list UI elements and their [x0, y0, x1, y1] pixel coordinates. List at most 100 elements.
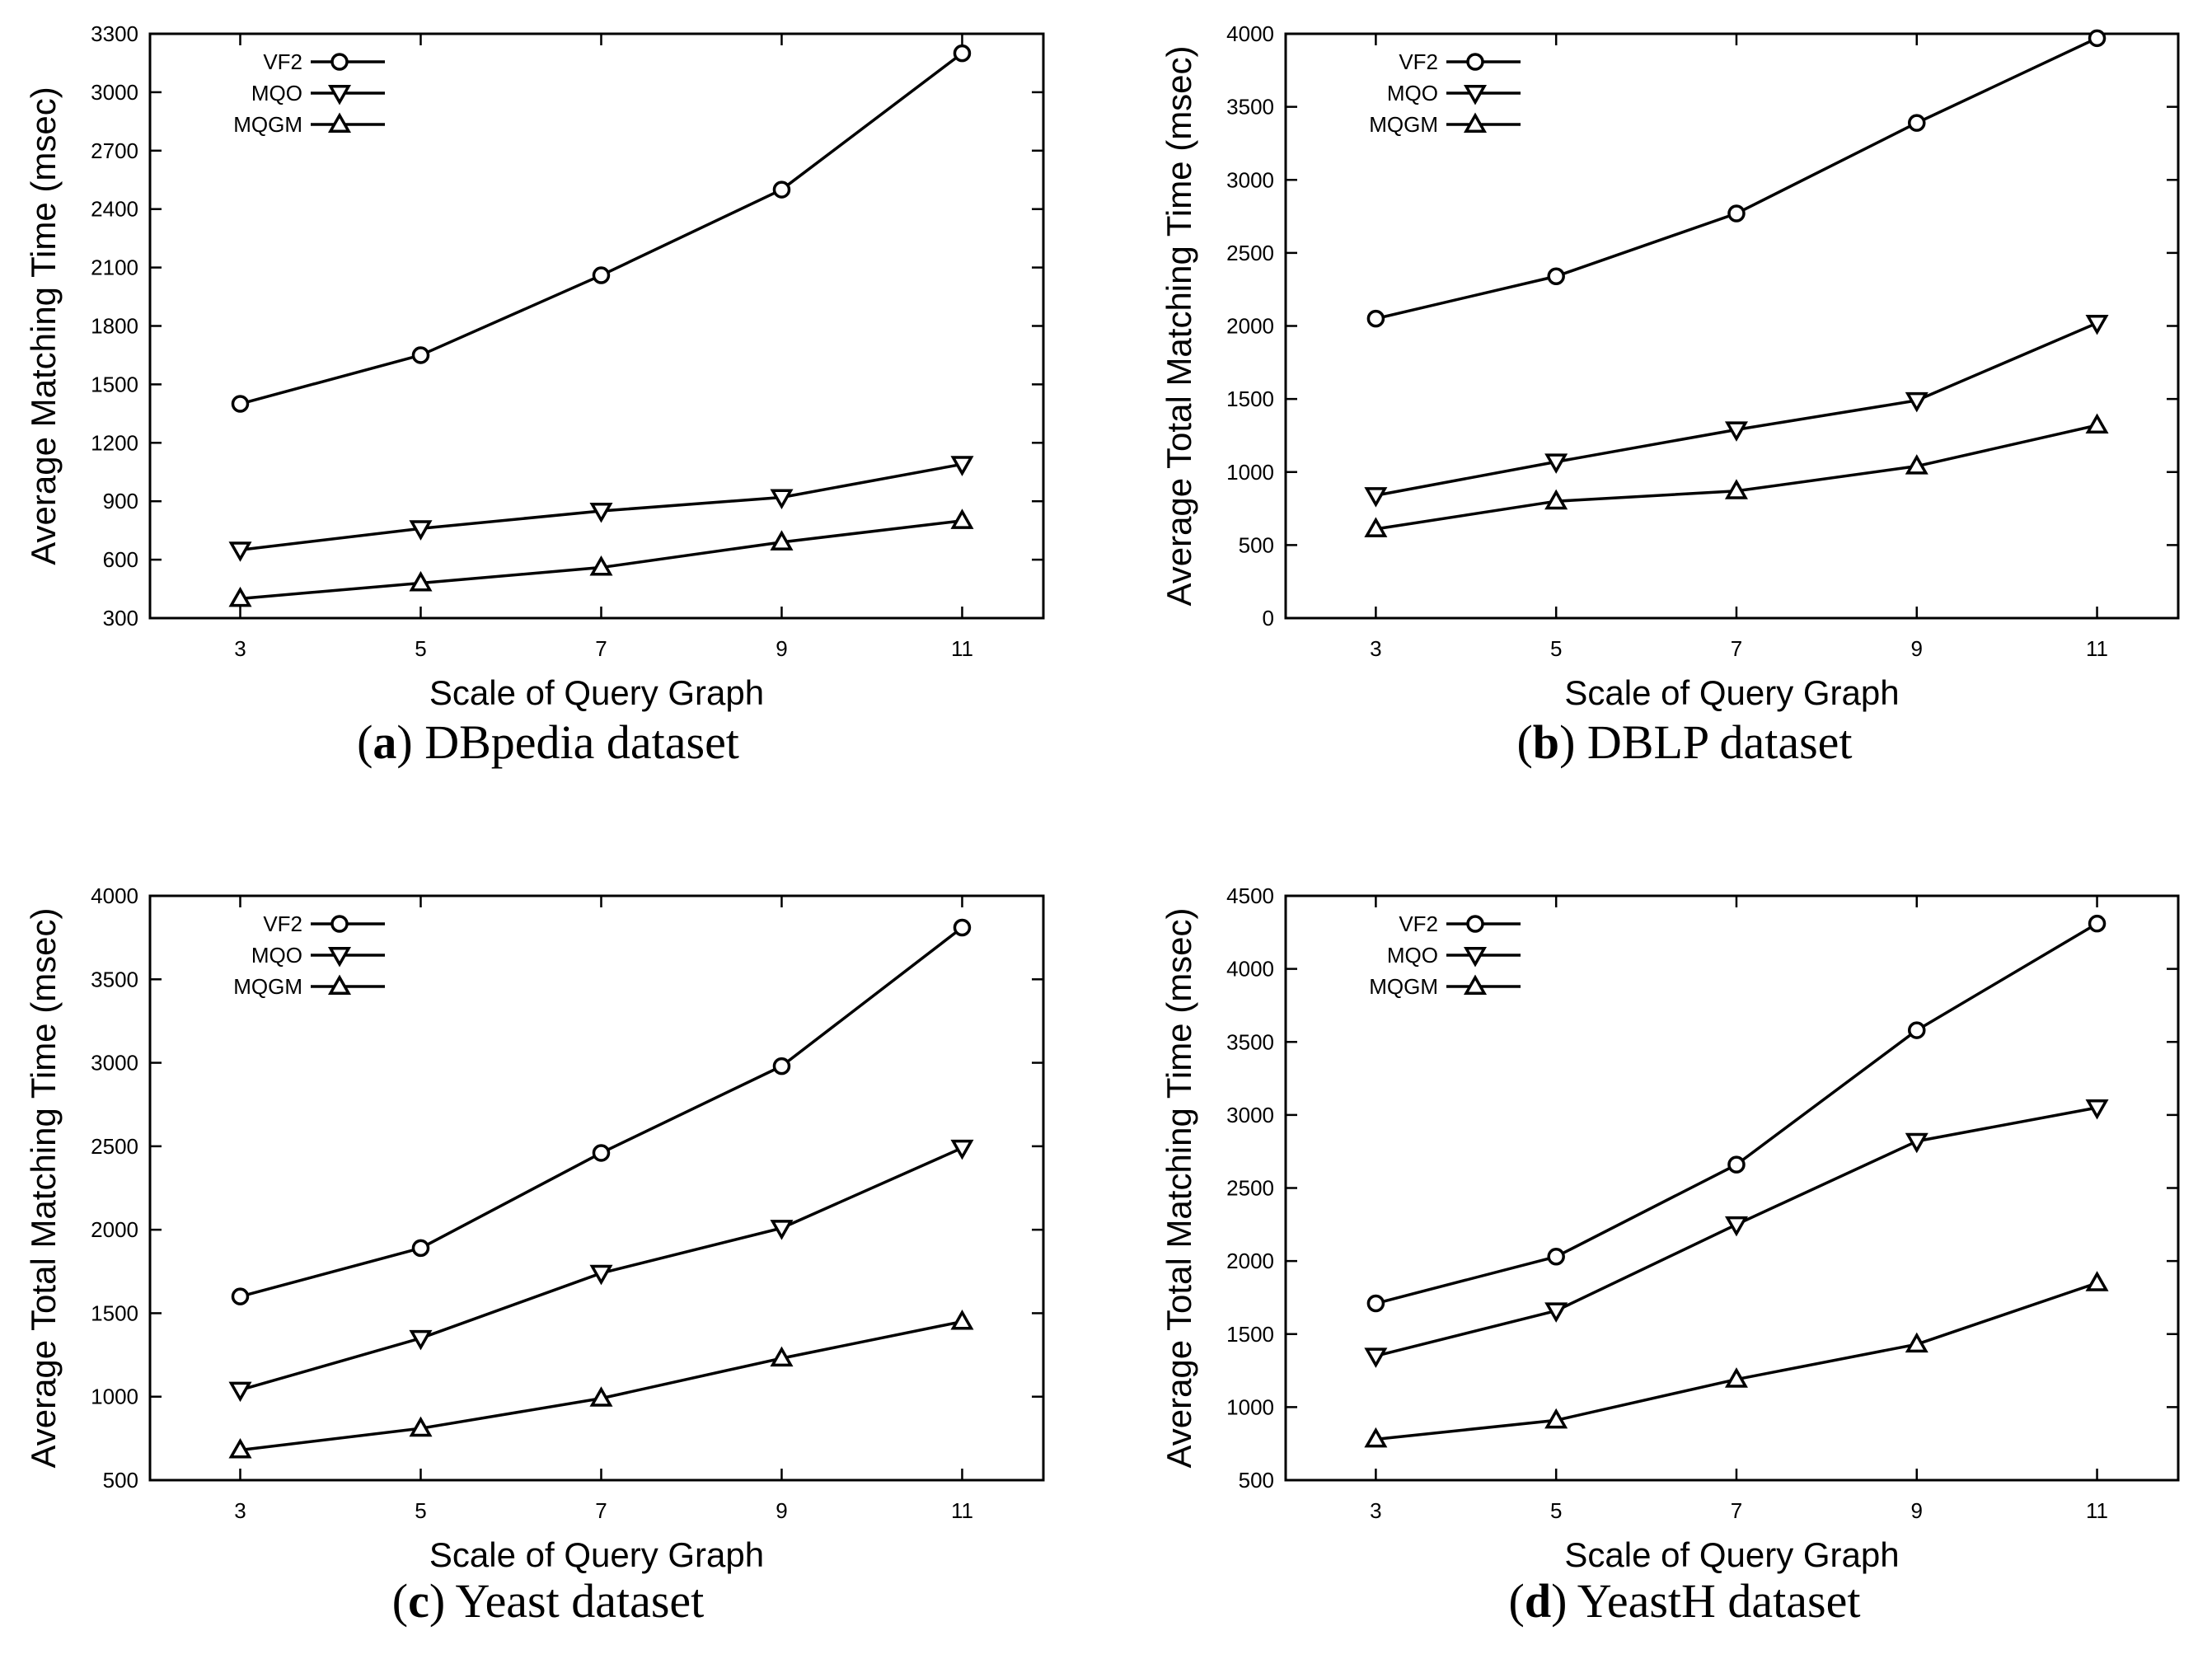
data-point-mqo	[950, 456, 974, 476]
legend-label: MQO	[1387, 943, 1438, 968]
caption-paren-open: (	[1509, 1574, 1525, 1628]
y-tick-label: 2100	[91, 255, 138, 280]
caption-text: DBLP dataset	[1587, 715, 1853, 769]
chart-caption: (a) DBpedia dataset	[357, 715, 739, 769]
legend-marker-mqgm	[327, 112, 352, 133]
data-point-vf2	[1908, 1021, 1926, 1039]
data-point-mqo	[1364, 487, 1388, 508]
data-point-mqo	[228, 1381, 252, 1403]
data-point-mqo	[1905, 1132, 1928, 1154]
caption-paren-close: )	[1559, 715, 1587, 769]
caption-letter: d	[1525, 1574, 1551, 1628]
data-point-vf2	[231, 395, 250, 413]
legend-marker-vf2	[330, 915, 349, 933]
legend-marker-mqgm	[1463, 112, 1488, 133]
data-point-mqo	[2085, 1099, 2109, 1120]
chart-caption: (c) Yeast dataset	[392, 1574, 705, 1628]
series-vf2	[231, 918, 972, 1305]
legend-label: MQO	[251, 81, 302, 105]
x-axis-label: Scale of Query Graph	[1564, 1535, 1899, 1574]
data-point-vf2	[231, 1287, 250, 1305]
y-tick-label: 1500	[1226, 387, 1274, 411]
x-tick-label: 3	[234, 1498, 246, 1523]
x-tick-label: 5	[1550, 636, 1562, 661]
legend-label: MQGM	[233, 112, 302, 137]
data-point-mqgm	[2085, 1271, 2109, 1291]
y-tick-label: 3300	[91, 21, 138, 46]
legend-label: VF2	[263, 49, 302, 74]
legend-marker-vf2	[1466, 915, 1484, 933]
data-point-mqgm	[1364, 1427, 1388, 1448]
legend-marker-vf2	[1466, 53, 1484, 71]
data-point-mqo	[589, 1264, 613, 1286]
y-axis-label: Average Total Matching Time (msec)	[1160, 907, 1198, 1468]
caption-paren-close: )	[1551, 1574, 1577, 1628]
data-point-vf2	[1547, 1248, 1565, 1266]
data-point-mqgm	[589, 555, 613, 576]
data-point-mqgm	[228, 586, 252, 607]
x-tick-label: 9	[776, 1498, 787, 1523]
caption-text: DBpedia dataset	[424, 715, 739, 769]
x-tick-label: 11	[2086, 1498, 2108, 1523]
y-tick-label: 600	[103, 547, 138, 572]
legend-label: VF2	[1399, 49, 1438, 74]
data-point-vf2	[2088, 914, 2107, 933]
series-mqgm	[228, 508, 974, 607]
legend-marker-mqgm	[1463, 974, 1488, 995]
y-tick-label: 4000	[1226, 21, 1274, 46]
y-tick-label: 2000	[1226, 1249, 1274, 1273]
y-tick-label: 300	[103, 606, 138, 630]
x-tick-label: 7	[1731, 1498, 1742, 1523]
caption-paren-close: )	[429, 1574, 456, 1628]
y-tick-label: 2500	[1226, 1176, 1274, 1201]
caption-paren-open: (	[357, 715, 373, 769]
data-point-vf2	[772, 180, 791, 199]
series-mqo	[228, 456, 974, 562]
data-point-vf2	[411, 346, 430, 364]
y-tick-label: 1000	[1226, 1394, 1274, 1419]
data-point-vf2	[1908, 114, 1926, 132]
data-point-vf2	[411, 1239, 430, 1258]
series-mqgm	[228, 1310, 974, 1459]
y-tick-label: 3000	[1226, 1103, 1274, 1127]
chart-panel-b: 0 500 1000 1500 2000 2500 3000 3500 4000 3 5 7 9 11 Sc…	[1160, 21, 2180, 769]
data-point-mqgm	[228, 1438, 252, 1459]
y-tick-label: 3500	[1226, 95, 1274, 120]
caption-letter: a	[373, 715, 396, 769]
y-tick-label: 1000	[1226, 460, 1274, 485]
y-axis-label: Average Total Matching Time (msec)	[24, 907, 63, 1468]
data-point-mqo	[2085, 314, 2109, 335]
data-point-mqo	[1544, 453, 1568, 474]
caption-paren-open: (	[1516, 715, 1532, 769]
series-line-vf2	[240, 52, 963, 405]
y-tick-label: 1200	[91, 430, 138, 455]
legend: VF2 MQO MQGM	[233, 49, 385, 137]
data-point-mqgm	[1544, 489, 1568, 510]
data-point-mqgm	[409, 570, 433, 592]
data-point-mqgm	[1905, 1332, 1928, 1353]
data-point-mqgm	[950, 508, 974, 529]
caption-text: Yeast dataset	[455, 1574, 704, 1628]
y-tick-label: 2500	[91, 1134, 138, 1159]
legend-marker-vf2	[330, 53, 349, 71]
legend-marker-mqgm	[327, 974, 352, 995]
legend-marker-mqo	[327, 947, 352, 968]
data-point-mqo	[770, 489, 794, 510]
y-tick-label: 4500	[1226, 883, 1274, 908]
x-tick-label: 7	[595, 636, 607, 661]
data-point-mqo	[950, 1139, 974, 1160]
x-tick-label: 9	[1911, 1498, 1923, 1523]
data-point-vf2	[953, 44, 972, 63]
legend: VF2 MQO MQGM	[233, 911, 385, 999]
x-axis-label: Scale of Query Graph	[429, 673, 764, 712]
y-tick-label: 3000	[91, 80, 138, 105]
x-tick-label: 9	[776, 636, 787, 661]
series-mqo	[1364, 314, 2109, 508]
x-tick-label: 11	[951, 1498, 973, 1523]
data-point-mqo	[589, 503, 613, 523]
legend-label: MQGM	[233, 974, 302, 999]
caption-letter: c	[408, 1574, 429, 1628]
legend-label: MQO	[251, 943, 302, 968]
x-axis-label: Scale of Query Graph	[429, 1535, 764, 1574]
